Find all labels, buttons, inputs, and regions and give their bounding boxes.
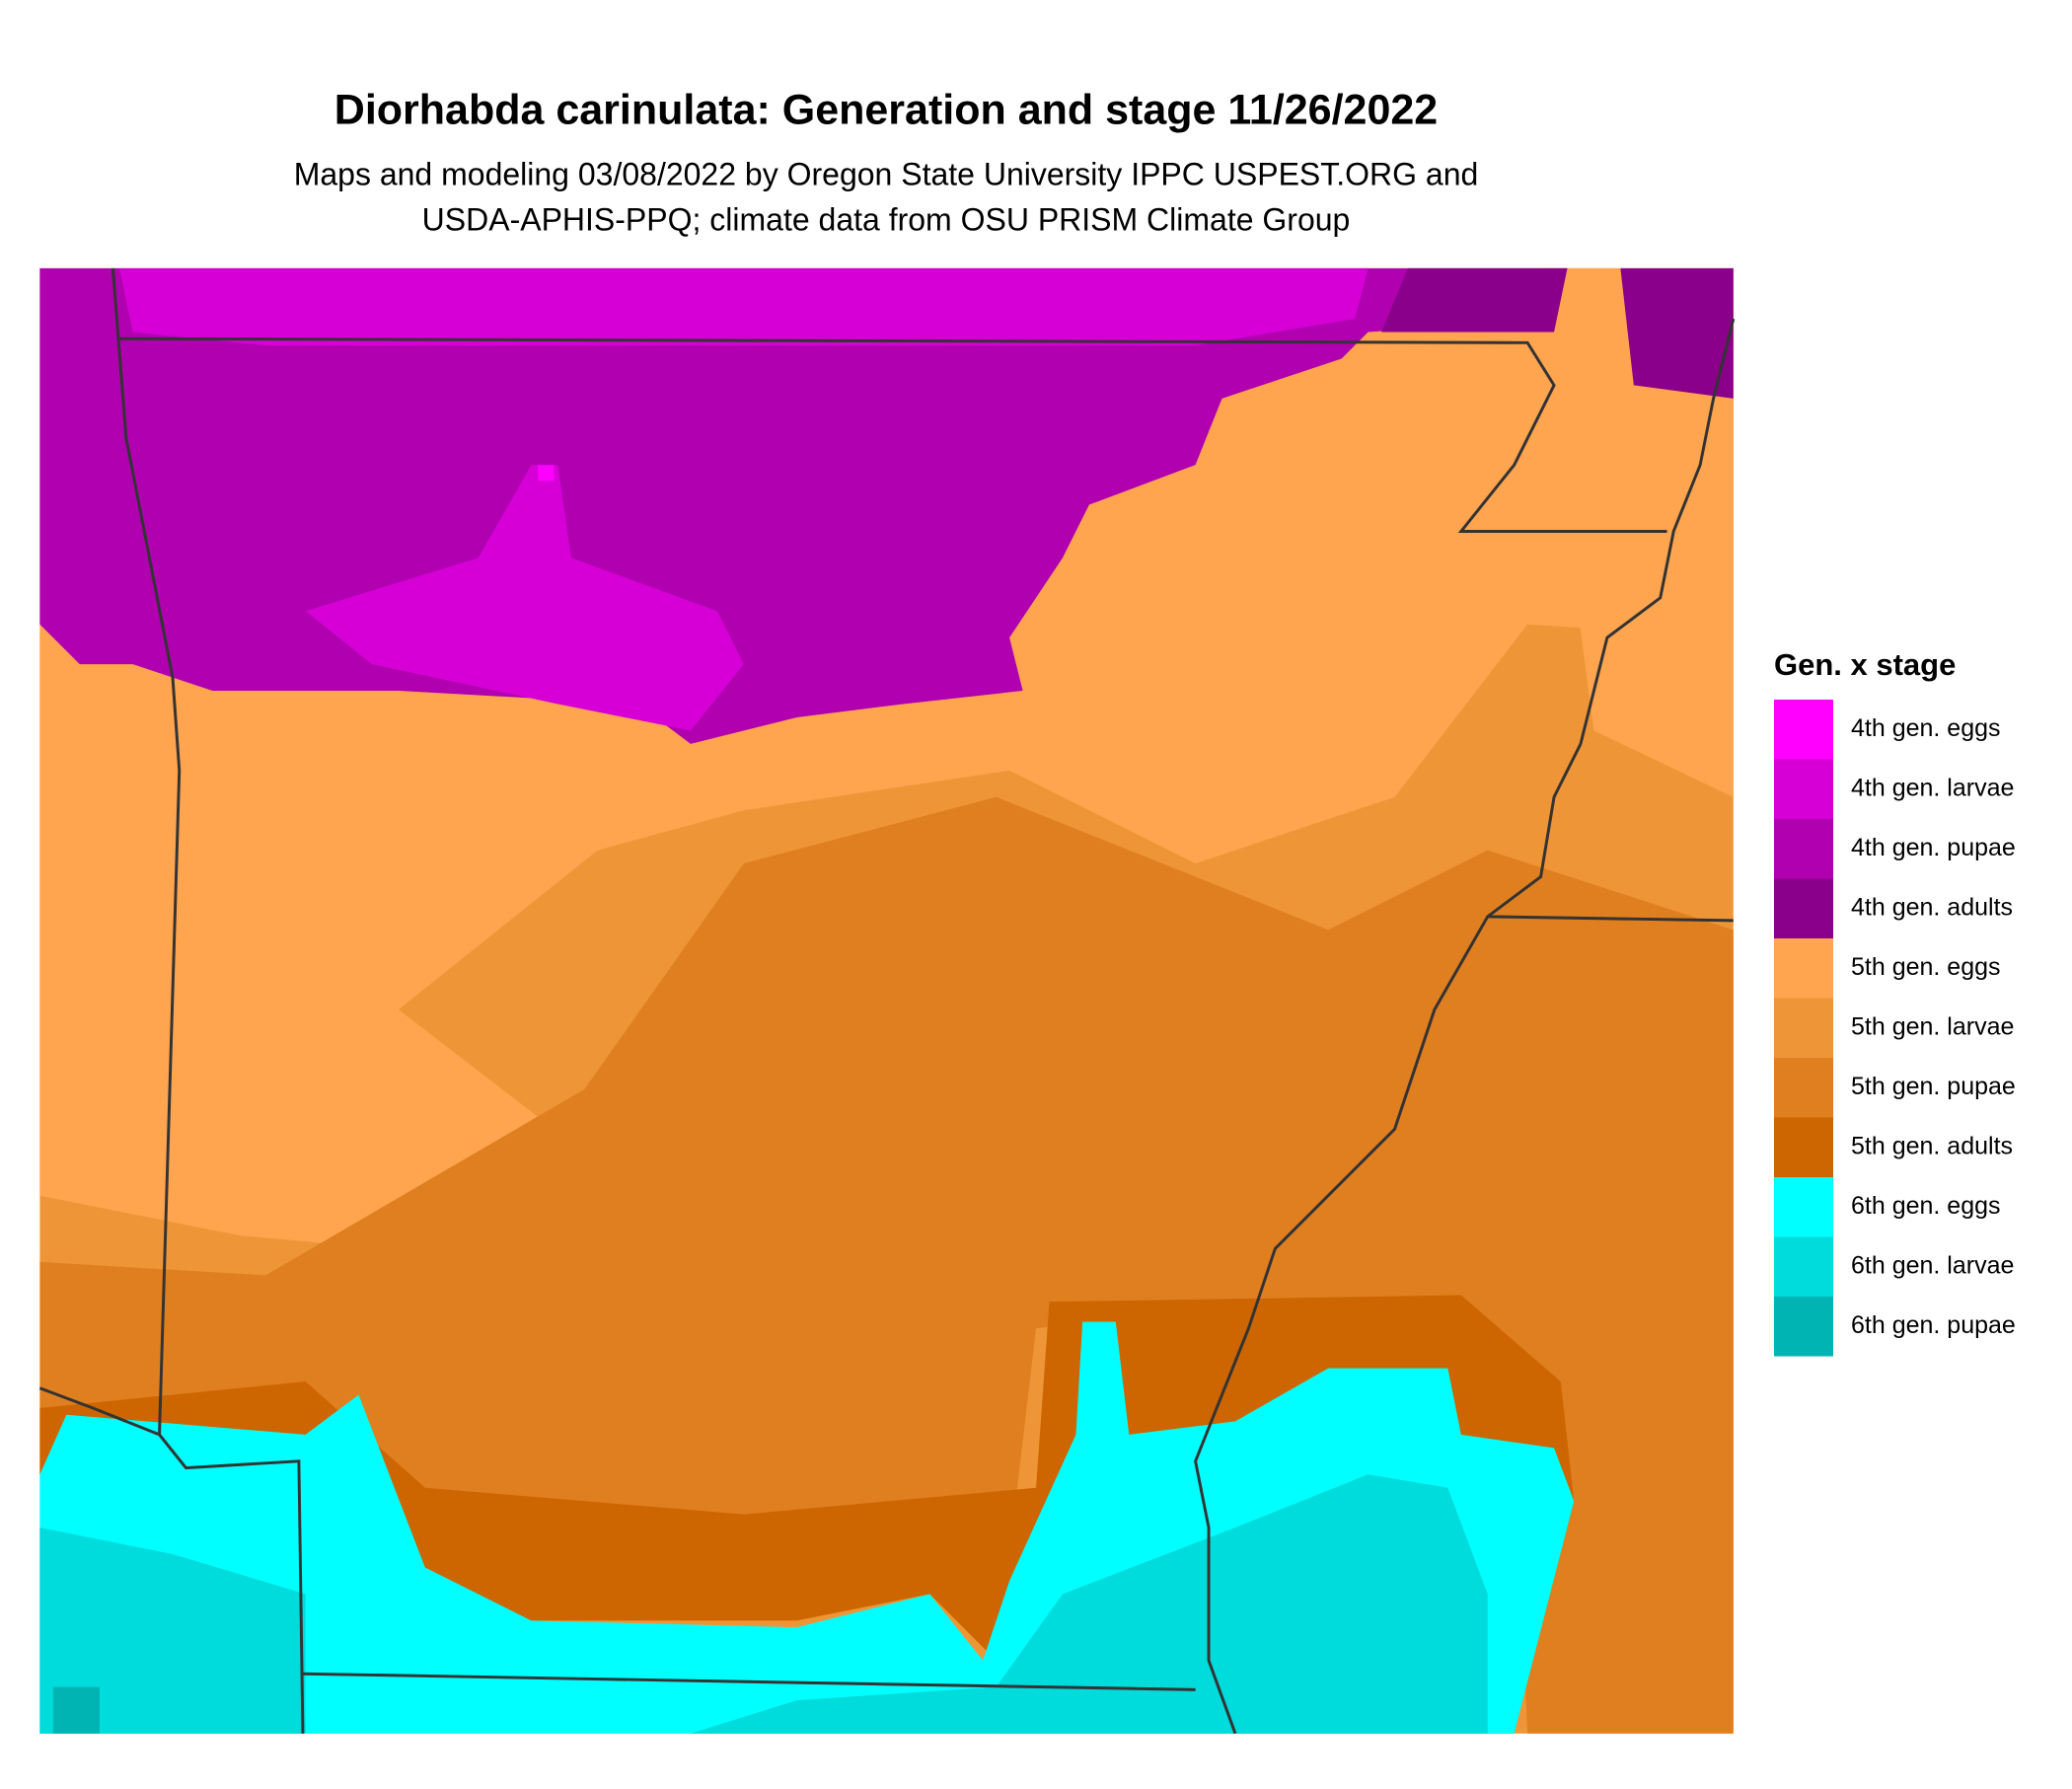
region <box>1381 267 1568 333</box>
legend-label: 4th gen. larvae <box>1851 774 2014 801</box>
region <box>1620 267 1734 399</box>
legend-swatch <box>1774 1177 1833 1237</box>
region <box>52 1686 100 1734</box>
map <box>38 267 1736 1735</box>
boundary <box>111 267 182 1435</box>
legend-label: 5th gen. larvae <box>1851 1012 2014 1040</box>
legend-label: 4th gen. eggs <box>1851 714 2001 742</box>
region <box>538 465 555 482</box>
legend-swatch <box>1774 1236 1833 1297</box>
legend-label: 5th gen. eggs <box>1851 953 2001 981</box>
legend-swatch <box>1774 759 1833 819</box>
boundary <box>302 1672 1196 1691</box>
legend-label: 6th gen. larvae <box>1851 1251 2014 1279</box>
legend: 4th gen. eggs 4th gen. larvae 4th gen. pup… <box>1774 700 2016 1357</box>
legend-swatch <box>1774 878 1833 938</box>
boundary <box>38 1386 305 1734</box>
legend-swatch <box>1774 1058 1833 1118</box>
subtitle: USDA-APHIS-PPQ; climate data from OSU PR… <box>422 201 1351 237</box>
boundary <box>1487 915 1734 923</box>
legend-swatch <box>1774 1117 1833 1177</box>
legend-label: 6th gen. pupae <box>1851 1311 2016 1339</box>
legend-label: 4th gen. pupae <box>1851 834 2016 861</box>
subtitle: Maps and modeling 03/08/2022 by Oregon S… <box>294 156 1479 191</box>
legend-label: 5th gen. pupae <box>1851 1073 2016 1100</box>
boundary <box>119 336 1667 533</box>
legend-label: 4th gen. adults <box>1851 893 2013 921</box>
legend-swatch <box>1774 998 1833 1058</box>
legend-label: 6th gen. eggs <box>1851 1192 2001 1220</box>
legend-swatch <box>1774 819 1833 879</box>
region <box>305 465 744 731</box>
title: Diorhabda carinulata: Generation and sta… <box>334 86 1438 133</box>
region <box>39 1528 306 1734</box>
legend-title: Gen. x stage <box>1774 647 1956 682</box>
legend-swatch <box>1774 700 1833 760</box>
region <box>119 267 1369 346</box>
legend-label: 5th gen. adults <box>1851 1132 2013 1159</box>
region <box>691 1474 1488 1734</box>
legend-swatch <box>1774 938 1833 999</box>
boundary <box>1194 318 1736 1735</box>
legend-swatch <box>1774 1297 1833 1357</box>
